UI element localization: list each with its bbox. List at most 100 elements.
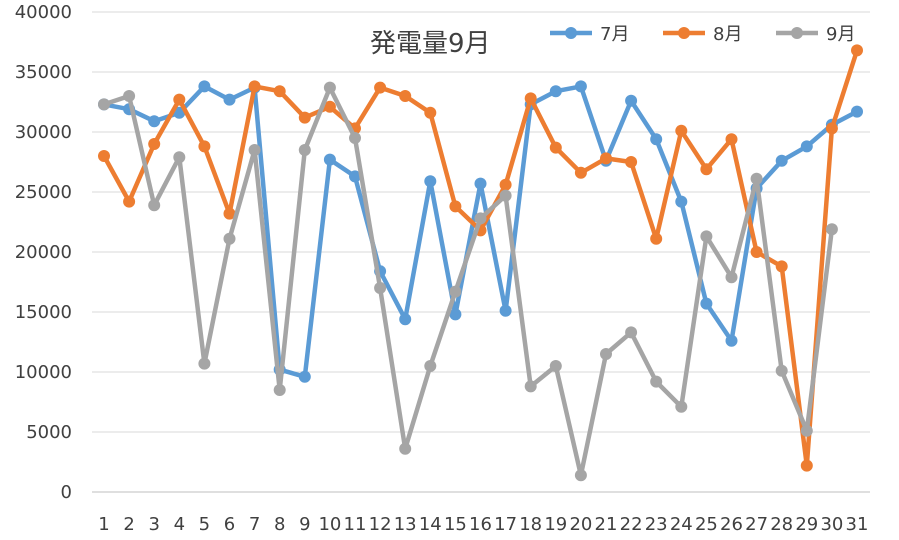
x-tick-label: 9 [299, 514, 310, 535]
y-tick-label: 40000 [15, 2, 72, 23]
data-point [675, 400, 688, 413]
x-tick-label: 14 [419, 514, 442, 535]
data-point [825, 122, 838, 135]
data-point [374, 282, 387, 294]
series-2 [98, 44, 863, 472]
x-tick-label: 11 [344, 514, 367, 535]
y-tick-label: 0 [61, 482, 72, 503]
data-point [675, 195, 688, 208]
x-tick-label: 15 [444, 514, 467, 535]
data-point [399, 90, 412, 102]
data-point [349, 132, 361, 144]
data-point [574, 469, 587, 482]
data-point [775, 154, 788, 167]
x-tick-label: 8 [274, 514, 285, 535]
data-point [650, 232, 663, 245]
data-point [123, 195, 136, 208]
x-tick-label: 2 [123, 514, 134, 535]
x-tick-label: 17 [494, 514, 517, 535]
data-point [549, 360, 562, 372]
legend-label: 9月 [826, 24, 855, 45]
data-point [625, 326, 638, 339]
x-tick-label: 10 [318, 514, 341, 535]
data-point [725, 334, 738, 347]
data-point [775, 364, 788, 377]
data-point [700, 163, 713, 176]
data-point [851, 44, 863, 57]
data-point [323, 100, 336, 113]
data-point [750, 246, 763, 258]
data-point [98, 150, 110, 162]
legend: 7月 8月 9月 [550, 24, 855, 45]
data-point [123, 90, 136, 102]
x-tick-label: 31 [846, 514, 869, 535]
data-point [600, 348, 612, 360]
x-tick-label: 24 [670, 514, 693, 535]
x-axis-tick-labels: 1 2 3 4 5 6 7 8 9 10 11 12 13 14 15 16 17 18 19 20 21 22 23 24 2… [98, 514, 868, 535]
x-tick-label: 1 [98, 514, 109, 535]
data-point [725, 271, 738, 284]
data-point [524, 380, 537, 393]
x-tick-label: 16 [469, 514, 492, 535]
data-point [424, 360, 437, 372]
data-point [625, 156, 638, 168]
data-point [725, 133, 738, 146]
x-tick-label: 5 [199, 514, 210, 535]
y-tick-label: 25000 [15, 182, 72, 203]
series-3 [98, 81, 838, 482]
data-point [825, 223, 838, 236]
y-tick-label: 30000 [15, 122, 72, 143]
data-point [248, 144, 261, 156]
x-tick-label: 27 [745, 514, 768, 535]
data-point [173, 151, 186, 164]
data-point [800, 140, 813, 153]
data-point [349, 170, 361, 183]
x-tick-label: 7 [249, 514, 260, 535]
data-point [323, 153, 336, 166]
data-point [273, 85, 286, 98]
data-point [248, 80, 261, 93]
data-point [223, 207, 236, 220]
data-point [399, 313, 412, 326]
data-point [474, 177, 487, 190]
data-point [449, 308, 462, 321]
x-tick-label: 12 [369, 514, 392, 535]
x-tick-label: 26 [720, 514, 743, 535]
x-tick-label: 13 [394, 514, 417, 535]
x-tick-label: 28 [770, 514, 793, 535]
y-tick-label: 10000 [15, 362, 72, 383]
data-point [424, 106, 437, 119]
data-point [148, 199, 161, 212]
x-tick-label: 30 [820, 514, 843, 535]
chart-title: 発電量9月 [370, 29, 491, 59]
data-point [198, 357, 211, 370]
legend-marker [565, 27, 577, 39]
x-tick-label: 6 [224, 514, 235, 535]
data-point [650, 375, 663, 388]
series-line [101, 85, 835, 478]
data-point [298, 144, 311, 156]
data-point [750, 172, 763, 185]
data-point [198, 140, 211, 153]
data-point [549, 85, 562, 98]
y-tick-label: 20000 [15, 242, 72, 263]
data-point [700, 297, 713, 310]
data-point [499, 178, 512, 191]
data-point [298, 111, 311, 124]
legend-marker [791, 27, 803, 39]
data-point [499, 304, 512, 317]
data-point [374, 81, 387, 94]
data-point [700, 230, 713, 243]
y-tick-label: 35000 [15, 62, 72, 83]
data-point [675, 124, 688, 137]
legend-marker [678, 27, 690, 39]
x-tick-label: 21 [595, 514, 618, 535]
data-point [474, 212, 487, 225]
data-point [449, 285, 462, 298]
x-tick-label: 20 [569, 514, 592, 535]
data-point [775, 260, 788, 273]
data-point [800, 459, 813, 472]
x-tick-label: 3 [148, 514, 159, 535]
data-point [399, 442, 412, 455]
